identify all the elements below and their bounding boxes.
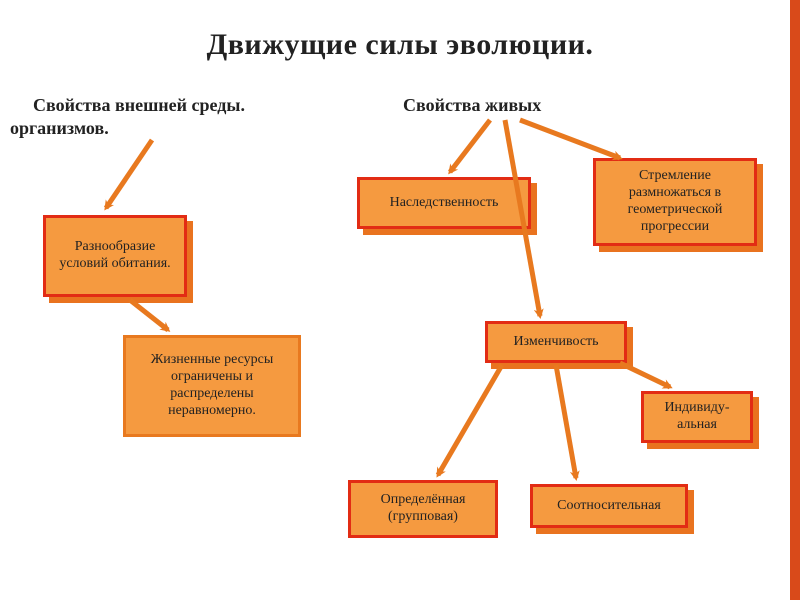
box-label: Жизненные ресурсы ограничены и распредел… — [130, 352, 294, 419]
box-correlative: Соотносительная — [530, 484, 688, 528]
accent-bar — [790, 0, 800, 600]
box-individual: Индивиду-альная — [641, 391, 753, 443]
header-right: Свойства живых — [403, 94, 541, 117]
box-variability: Изменчивость — [485, 321, 627, 363]
box-label: Разнообразие условий обитания. — [50, 239, 180, 273]
box-diversity: Разнообразие условий обитания. — [43, 215, 187, 297]
header-left: Свойства внешней среды. — [33, 94, 245, 117]
box-reproduction: Стремление размножаться в геометрической… — [593, 158, 757, 246]
slide-title: Движущие силы эволюции. — [0, 28, 800, 62]
box-label: Соотносительная — [557, 498, 661, 515]
box-label: Определённая (групповая) — [355, 492, 491, 526]
box-label: Индивиду-альная — [648, 400, 746, 434]
box-resources: Жизненные ресурсы ограничены и распредел… — [123, 335, 301, 437]
box-label: Стремление размножаться в геометрической… — [600, 168, 750, 235]
box-label: Наследственность — [390, 195, 499, 212]
box-heredity: Наследственность — [357, 177, 531, 229]
box-definite: Определённая (групповая) — [348, 480, 498, 538]
box-label: Изменчивость — [513, 334, 598, 351]
header-left-cont: организмов. — [10, 117, 109, 140]
